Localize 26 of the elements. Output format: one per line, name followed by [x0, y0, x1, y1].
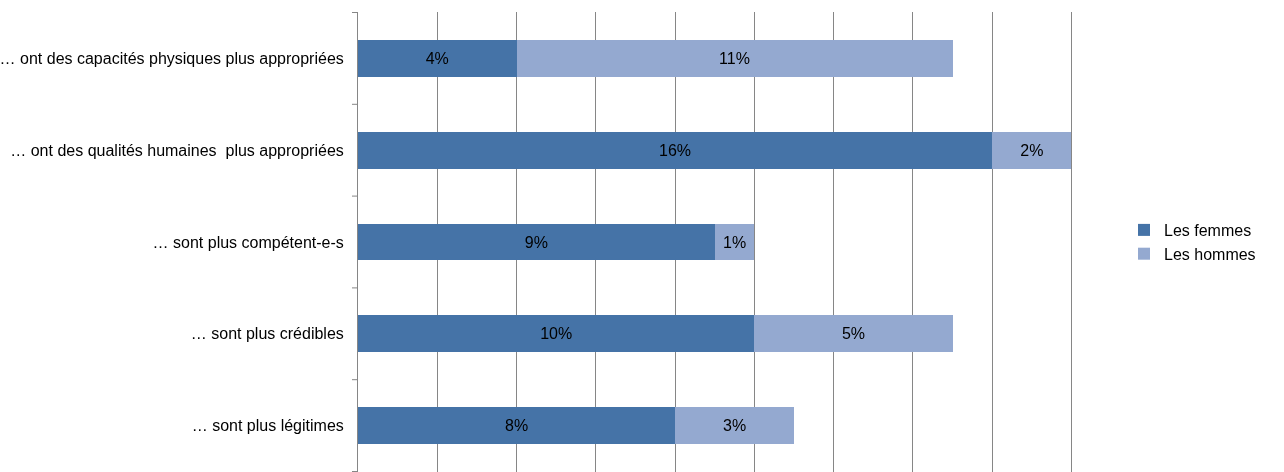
data-label: 5%: [841, 325, 866, 343]
bar: [358, 40, 517, 77]
y-tick-label: … sont plus légitimes: [191, 417, 344, 435]
bar: [358, 223, 715, 261]
data-label: 2%: [1020, 141, 1044, 159]
data-label: 16%: [659, 141, 692, 159]
legend-label: Les femmes: [1164, 222, 1252, 240]
y-tick-label: … ont des qualités humaines plus appropriées: [10, 141, 344, 159]
data-label: 4%: [425, 49, 449, 67]
y-tick-label: … ont des capacités physiques plus appropriées: [0, 50, 344, 67]
bar: [358, 407, 676, 444]
data-label: 3%: [722, 417, 747, 435]
data-label: 8%: [504, 417, 529, 435]
y-tick-label: … sont plus crédibles: [190, 325, 344, 343]
data-label: 9%: [524, 233, 548, 251]
bar: [675, 407, 794, 444]
data-label: 10%: [540, 325, 573, 343]
data-label: 1%: [722, 233, 747, 251]
bar: [358, 315, 755, 353]
y-tick-label: … sont plus compétent-e-s: [152, 233, 344, 251]
bar: [992, 131, 1072, 169]
data-label: 11%: [719, 49, 750, 67]
bar: [754, 315, 953, 353]
bar: [516, 40, 953, 77]
legend-label: Les hommes: [1164, 245, 1256, 263]
bar: [358, 131, 993, 169]
